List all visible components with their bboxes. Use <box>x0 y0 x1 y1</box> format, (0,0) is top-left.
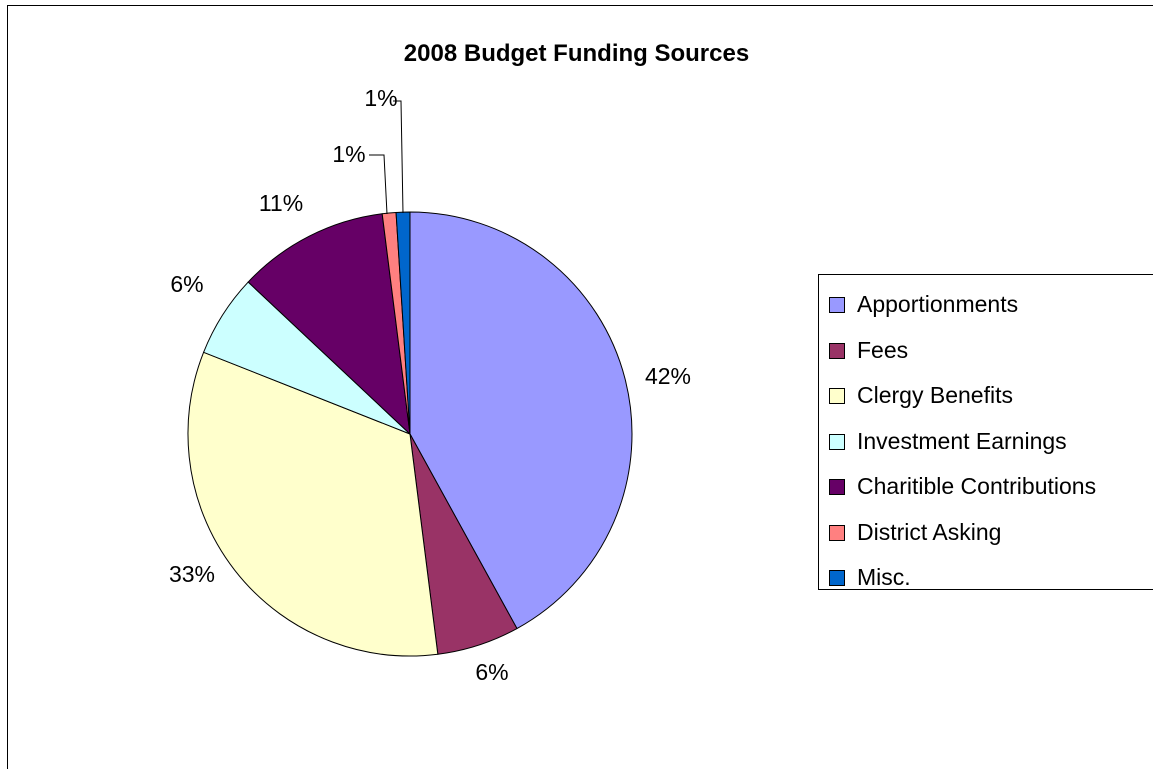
leader-lines <box>369 100 404 215</box>
data-label: 33% <box>169 561 215 587</box>
legend-item: Apportionments <box>819 288 1153 334</box>
legend-label: Investment Earnings <box>857 427 1067 454</box>
leader-line <box>393 100 404 214</box>
legend-swatch <box>829 433 845 450</box>
legend-item: Fees <box>819 334 1153 380</box>
legend-swatch <box>829 388 845 404</box>
legend-item: Misc. <box>819 561 1153 607</box>
data-labels: 42% 6% 33% 6% 11% 1% 1% <box>169 85 691 685</box>
pie-slice-charitible-contributions <box>247 213 411 436</box>
data-label: 1% <box>332 141 365 167</box>
pie-slices <box>187 211 633 657</box>
chart-frame <box>7 5 1153 769</box>
legend-label: Clergy Benefits <box>857 382 1013 408</box>
legend-swatch <box>829 479 845 495</box>
chart-title: 2008 Budget Funding Sources <box>403 40 750 67</box>
legend-label: Misc. <box>857 564 911 590</box>
legend-item: Charitible Contributions <box>819 470 1153 516</box>
pie-slice-apportionments <box>409 211 633 630</box>
legend-item: Investment Earnings <box>819 425 1153 471</box>
legend-swatch <box>829 570 845 586</box>
pie-slice-clergy-benefits <box>187 351 439 657</box>
legend-item: District Asking <box>819 516 1153 562</box>
legend-label: Charitible Contributions <box>857 473 1097 499</box>
legend-label: District Asking <box>857 518 1002 545</box>
legend-swatch <box>829 524 845 541</box>
data-label: 1% <box>364 85 397 111</box>
legend-swatch <box>829 342 845 359</box>
legend-item: Clergy Benefits <box>819 379 1153 425</box>
legend-label: Apportionments <box>857 291 1019 317</box>
data-label: 6% <box>170 271 203 297</box>
legend: Apportionments Fees Clergy Benefits Investm… <box>818 274 1153 590</box>
legend-label: Fees <box>857 336 909 363</box>
legend-swatch <box>829 297 845 313</box>
data-label: 42% <box>645 363 691 389</box>
data-label: 6% <box>475 659 508 685</box>
data-label: 11% <box>259 190 303 216</box>
leader-line <box>369 154 388 215</box>
